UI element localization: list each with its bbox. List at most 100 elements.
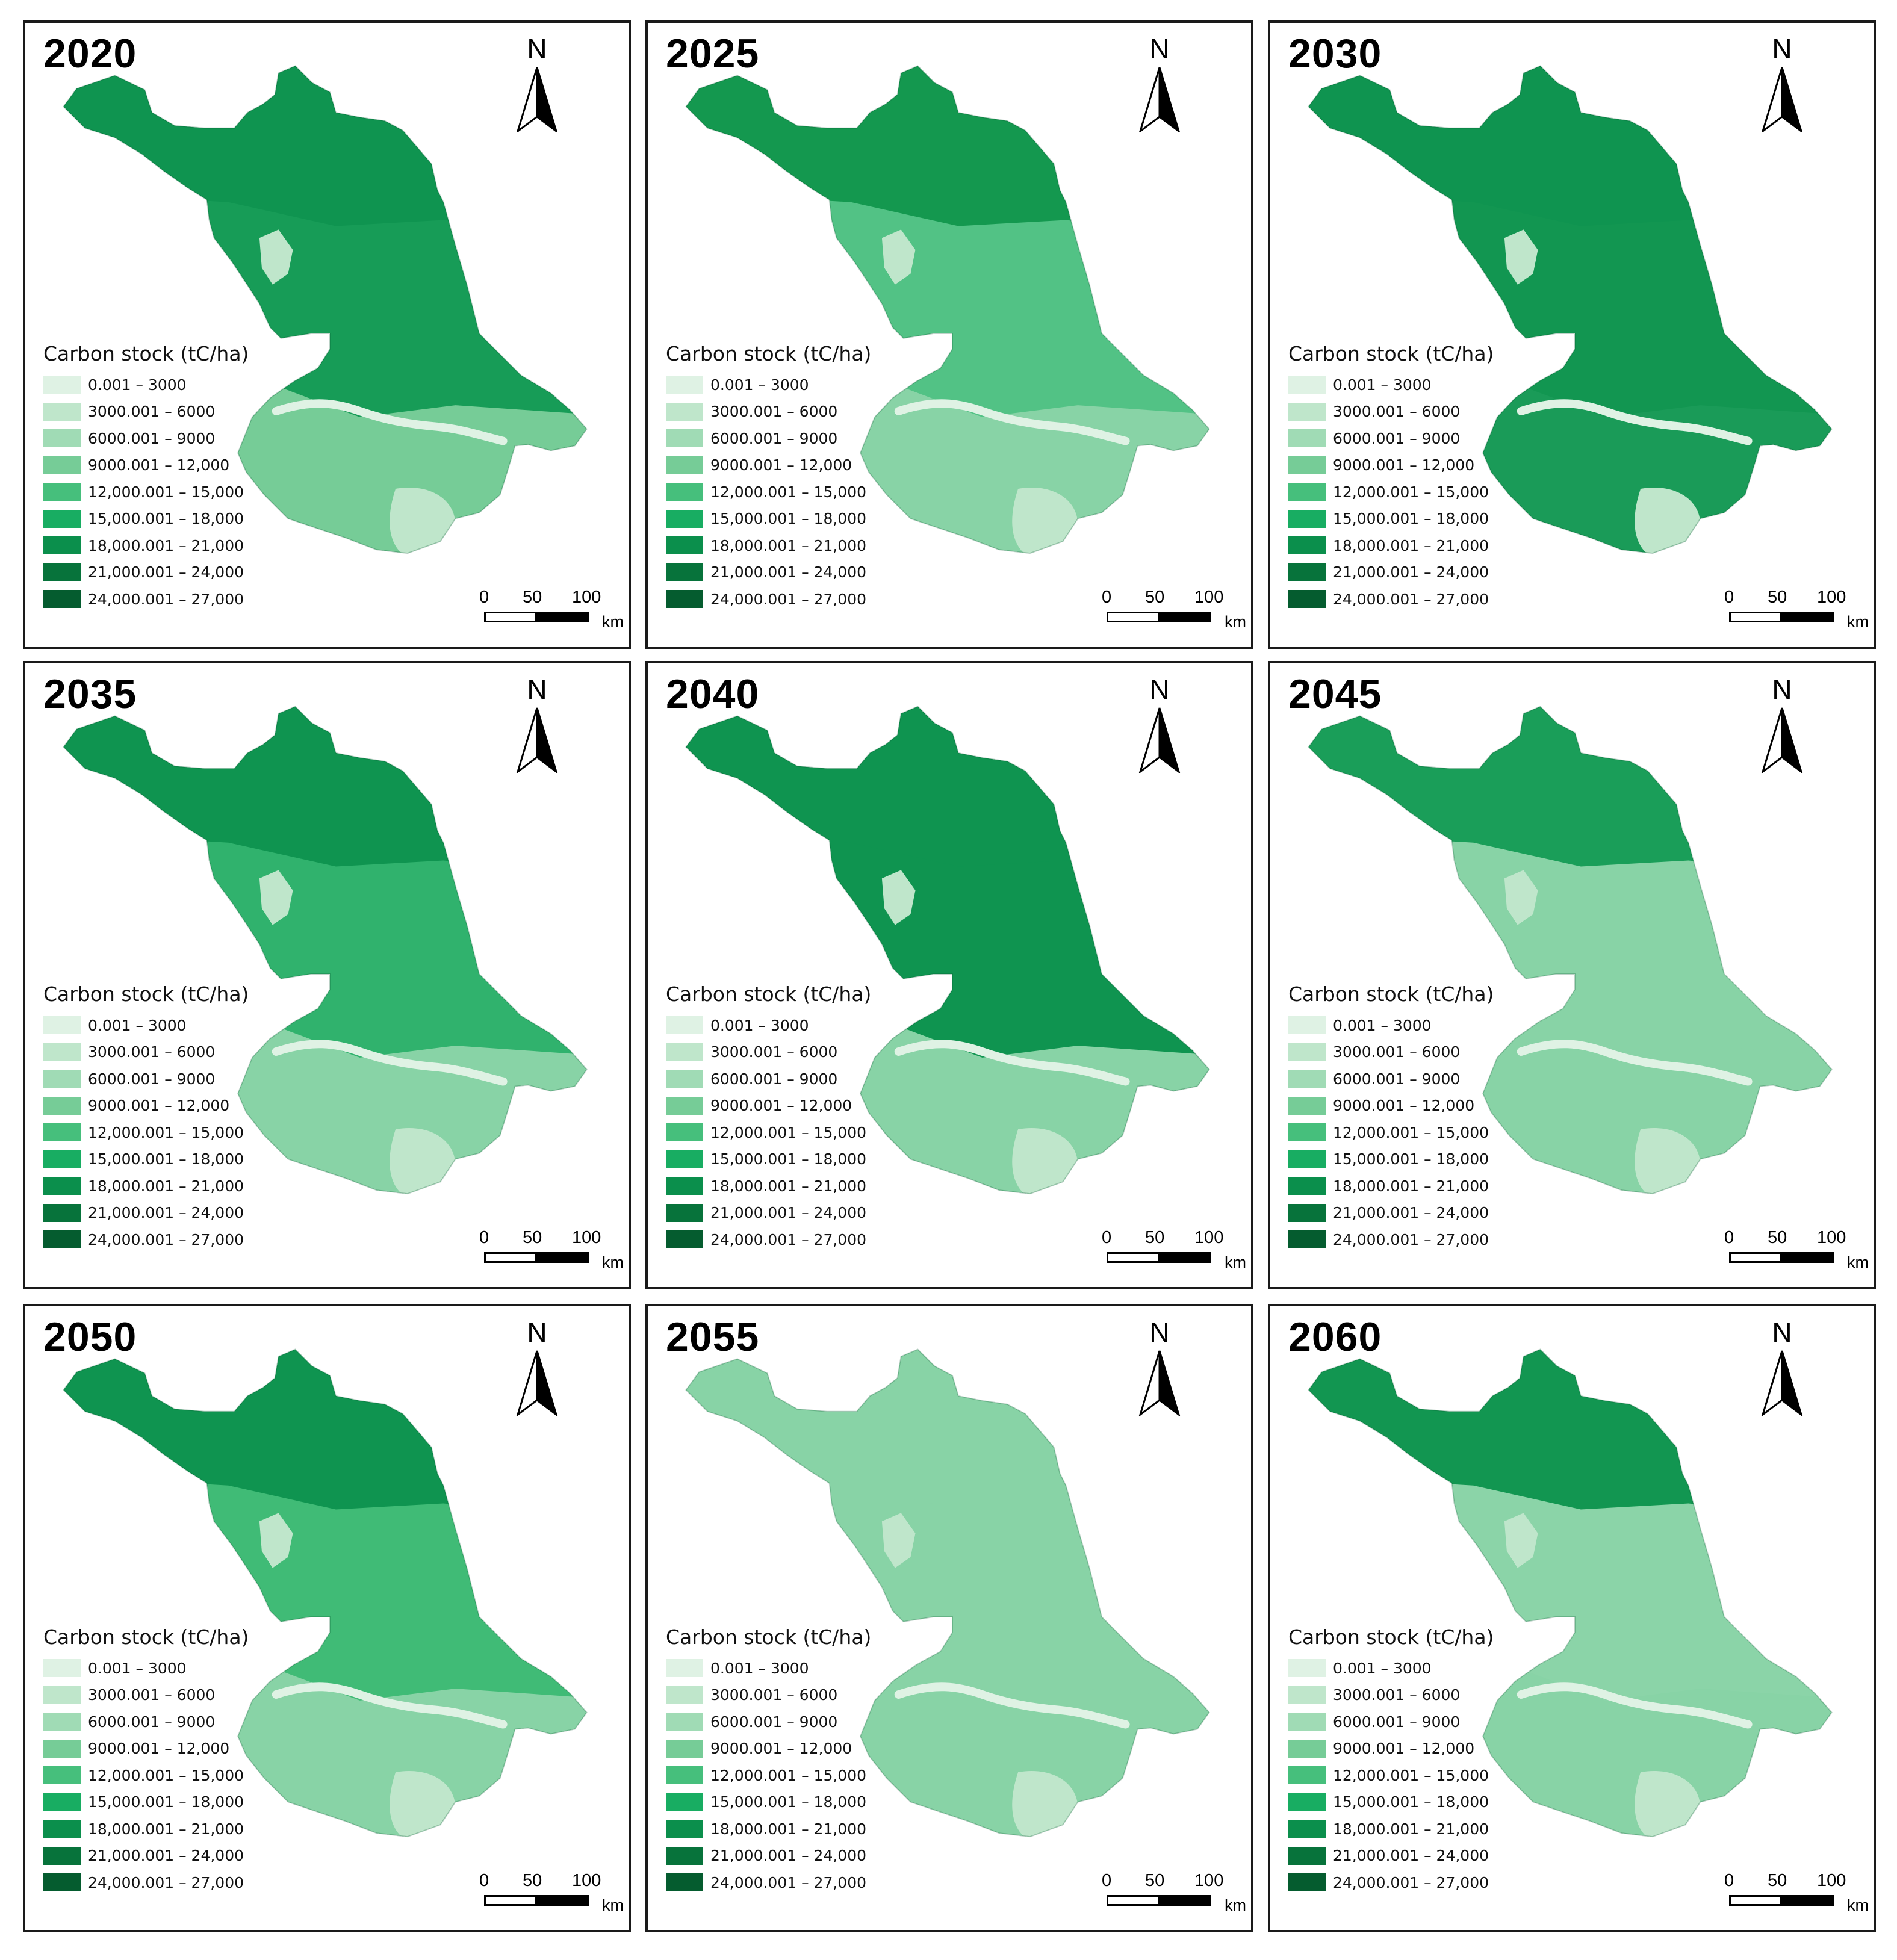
legend-swatch — [43, 509, 81, 528]
legend: Carbon stock (tC/ha) 0.001 – 3000 3000.001… — [1288, 982, 1494, 1253]
legend-item: 18,000.001 – 21,000 — [1288, 532, 1494, 559]
legend-item: 12,000.001 – 15,000 — [1288, 479, 1494, 506]
legend-item: 21,000.001 – 24,000 — [1288, 1843, 1494, 1870]
legend-swatch — [666, 1739, 703, 1758]
legend-swatch — [666, 376, 703, 394]
legend-swatch — [666, 1846, 703, 1865]
legend-title: Carbon stock (tC/ha) — [1288, 1625, 1494, 1649]
legend-item: 24,000.001 – 27,000 — [43, 586, 249, 613]
legend-item: 0.001 – 3000 — [666, 1655, 871, 1682]
legend-label: 21,000.001 – 24,000 — [1333, 1847, 1489, 1865]
legend-label: 9000.001 – 12,000 — [88, 1097, 230, 1115]
legend-item: 0.001 – 3000 — [43, 1012, 249, 1039]
legend-swatch — [1288, 1686, 1326, 1704]
legend-item: 9000.001 – 12,000 — [43, 1093, 249, 1120]
legend-swatch — [43, 1230, 81, 1249]
legend-swatch — [666, 456, 703, 474]
legend-swatch — [1288, 509, 1326, 528]
legend-label: 3000.001 – 6000 — [88, 403, 216, 421]
legend-swatch — [1288, 563, 1326, 581]
legend-swatch — [43, 1203, 81, 1222]
river — [1517, 1040, 1753, 1086]
legend-label: 21,000.001 – 24,000 — [710, 563, 867, 581]
province-outline — [1308, 706, 1833, 1195]
north-label: N — [527, 1316, 547, 1348]
legend-swatch — [43, 590, 81, 609]
legend-swatch — [1288, 536, 1326, 555]
legend-swatch — [43, 402, 81, 421]
legend-swatch — [666, 563, 703, 581]
legend-label: 9000.001 – 12,000 — [710, 1740, 852, 1758]
legend-item: 6000.001 – 9000 — [666, 425, 871, 452]
scale-tick-label: 100 — [1194, 1228, 1224, 1247]
north-arrow: N — [1758, 673, 1806, 775]
river — [1517, 1682, 1753, 1729]
legend: Carbon stock (tC/ha) 0.001 – 3000 3000.001… — [1288, 1625, 1494, 1896]
legend-swatch — [43, 1150, 81, 1168]
legend-item: 9000.001 – 12,000 — [1288, 452, 1494, 479]
scale-tick-label: 50 — [523, 1871, 542, 1890]
scale-tick-label: 0 — [479, 588, 489, 607]
legend-swatch — [43, 429, 81, 448]
legend-swatch — [1288, 376, 1326, 394]
legend-swatch — [1288, 1016, 1326, 1035]
legend-item: 6000.001 – 9000 — [666, 1065, 871, 1093]
map-panel-2035: 2035 N Carbon stock (tC/ha) 0.001 – 3000 300… — [23, 661, 631, 1289]
legend-swatch — [666, 402, 703, 421]
legend-item: 15,000.001 – 18,000 — [43, 506, 249, 533]
low-stock-area — [1635, 488, 1701, 554]
scale-tick-label: 50 — [1768, 1228, 1787, 1247]
legend-item: 0.001 – 3000 — [43, 1655, 249, 1682]
legend-label: 15,000.001 – 18,000 — [88, 510, 244, 528]
legend-item: 3000.001 – 6000 — [666, 399, 871, 426]
legend-item: 12,000.001 – 15,000 — [666, 1119, 871, 1146]
legend-label: 15,000.001 – 18,000 — [88, 1150, 244, 1168]
year-label: 2030 — [1288, 31, 1382, 76]
scale-bar: 0 50 100 km — [1102, 1228, 1251, 1276]
legend-label: 15,000.001 – 18,000 — [88, 1793, 244, 1811]
legend-label: 0.001 – 3000 — [1333, 1659, 1432, 1677]
province-map — [63, 706, 588, 1195]
legend-swatch — [43, 1793, 81, 1811]
legend-label: 24,000.001 – 27,000 — [88, 590, 244, 608]
legend-label: 6000.001 – 9000 — [88, 1713, 216, 1731]
legend-swatch — [666, 429, 703, 448]
scale-unit: km — [1225, 613, 1246, 631]
legend-item: 24,000.001 – 27,000 — [666, 1226, 871, 1253]
legend-swatch — [666, 509, 703, 528]
scale-segment — [1107, 612, 1160, 622]
legend-label: 24,000.001 – 27,000 — [88, 1873, 244, 1891]
legend-label: 9000.001 – 12,000 — [1333, 1740, 1475, 1758]
legend-item: 24,000.001 – 27,000 — [1288, 1226, 1494, 1253]
legend: Carbon stock (tC/ha) 0.001 – 3000 3000.001… — [666, 1625, 871, 1896]
legend-item: 12,000.001 – 15,000 — [1288, 1119, 1494, 1146]
river — [272, 1040, 508, 1086]
legend-label: 18,000.001 – 21,000 — [88, 536, 244, 554]
legend-item: 24,000.001 – 27,000 — [1288, 586, 1494, 613]
north-label: N — [1149, 674, 1170, 705]
legend-label: 6000.001 – 9000 — [710, 429, 838, 447]
legend-swatch — [43, 1096, 81, 1115]
province-outline — [1308, 1348, 1833, 1838]
scale-segment — [535, 1895, 589, 1906]
legend-item: 15,000.001 – 18,000 — [666, 1789, 871, 1816]
legend-label: 3000.001 – 6000 — [1333, 1043, 1461, 1061]
north-arrow-icon — [1138, 1350, 1181, 1416]
scale-tick-label: 0 — [479, 1228, 489, 1247]
legend-label: 3000.001 – 6000 — [710, 1043, 838, 1061]
legend: Carbon stock (tC/ha) 0.001 – 3000 3000.001… — [666, 342, 871, 613]
scale-segment — [484, 1895, 537, 1906]
legend-label: 18,000.001 – 21,000 — [88, 1820, 244, 1838]
legend-swatch — [1288, 1043, 1326, 1061]
north-arrow-icon — [1761, 707, 1803, 773]
legend-item: 21,000.001 – 24,000 — [666, 559, 871, 586]
legend-item: 18,000.001 – 21,000 — [43, 532, 249, 559]
legend-label: 24,000.001 – 27,000 — [1333, 590, 1489, 608]
legend-label: 21,000.001 – 24,000 — [88, 563, 244, 581]
province-outline — [685, 1348, 1210, 1838]
year-label: 2060 — [1288, 1314, 1382, 1360]
legend-title: Carbon stock (tC/ha) — [666, 342, 872, 365]
legend-item: 9000.001 – 12,000 — [43, 452, 249, 479]
legend-item: 15,000.001 – 18,000 — [1288, 1146, 1494, 1173]
legend-title: Carbon stock (tC/ha) — [666, 1625, 872, 1649]
